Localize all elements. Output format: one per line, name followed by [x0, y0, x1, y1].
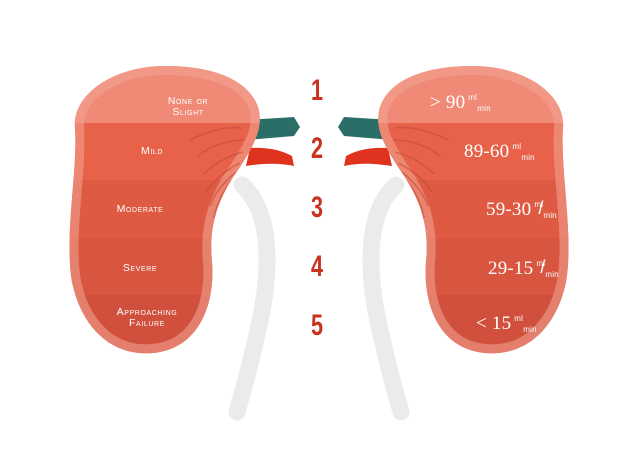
- stage-2-gfr: 89-60 ml min: [464, 141, 535, 163]
- stage-5-gfr: < 15 ml min: [476, 313, 537, 335]
- stage-3-name-line-1: Moderate: [116, 203, 164, 215]
- stage-4-gfr-value: 29-15: [488, 258, 534, 279]
- stage-4-name-line-1: Severe: [122, 262, 158, 274]
- stage-4-gfr-unit: / ml min: [536, 256, 559, 279]
- stage-2-gfr-value: 89-60: [464, 141, 510, 162]
- stage-1-gfr-value: > 90: [430, 92, 466, 113]
- stage-5-name-line-2: Failure: [129, 317, 165, 329]
- stage-1-number: 1: [310, 74, 324, 107]
- right-ureter: [362, 176, 410, 421]
- stage-1-name: None or Slight: [148, 96, 228, 118]
- left-ureter: [228, 176, 276, 421]
- stage-3-name: Moderate: [100, 204, 180, 215]
- stage-2-gfr-unit: ml min: [512, 141, 535, 162]
- stage-4-name: Severe: [105, 263, 175, 274]
- stage-3-number: 3: [310, 191, 324, 224]
- stage-4-gfr: 29-15/ml min: [488, 256, 559, 280]
- stage-2-name-line-1: Mild: [140, 145, 164, 157]
- stage-3-gfr-unit: / ml min: [534, 197, 557, 220]
- stage-5-gfr-unit: ml min: [514, 313, 537, 334]
- stage-3-gfr: 59-30/ml min: [486, 197, 557, 221]
- stage-2-number: 2: [310, 132, 324, 165]
- stage-2-name: Mild: [122, 146, 182, 157]
- stage-1-gfr: > 90 ml min: [430, 92, 491, 114]
- stage-1-name-line-2: Slight: [172, 106, 204, 118]
- left-artery: [246, 147, 294, 166]
- stage-5-name: Approaching Failure: [92, 307, 202, 329]
- stage-5-gfr-value: < 15: [476, 313, 512, 334]
- stage-5-name-line-1: Approaching: [116, 306, 178, 318]
- stage-5-number: 5: [310, 309, 324, 342]
- stage-1-gfr-unit: ml min: [468, 92, 491, 113]
- right-artery: [344, 147, 392, 166]
- stage-3-gfr-value: 59-30: [486, 199, 532, 220]
- stage-1-name-line-1: None or: [167, 95, 209, 107]
- stage-4-number: 4: [310, 250, 324, 283]
